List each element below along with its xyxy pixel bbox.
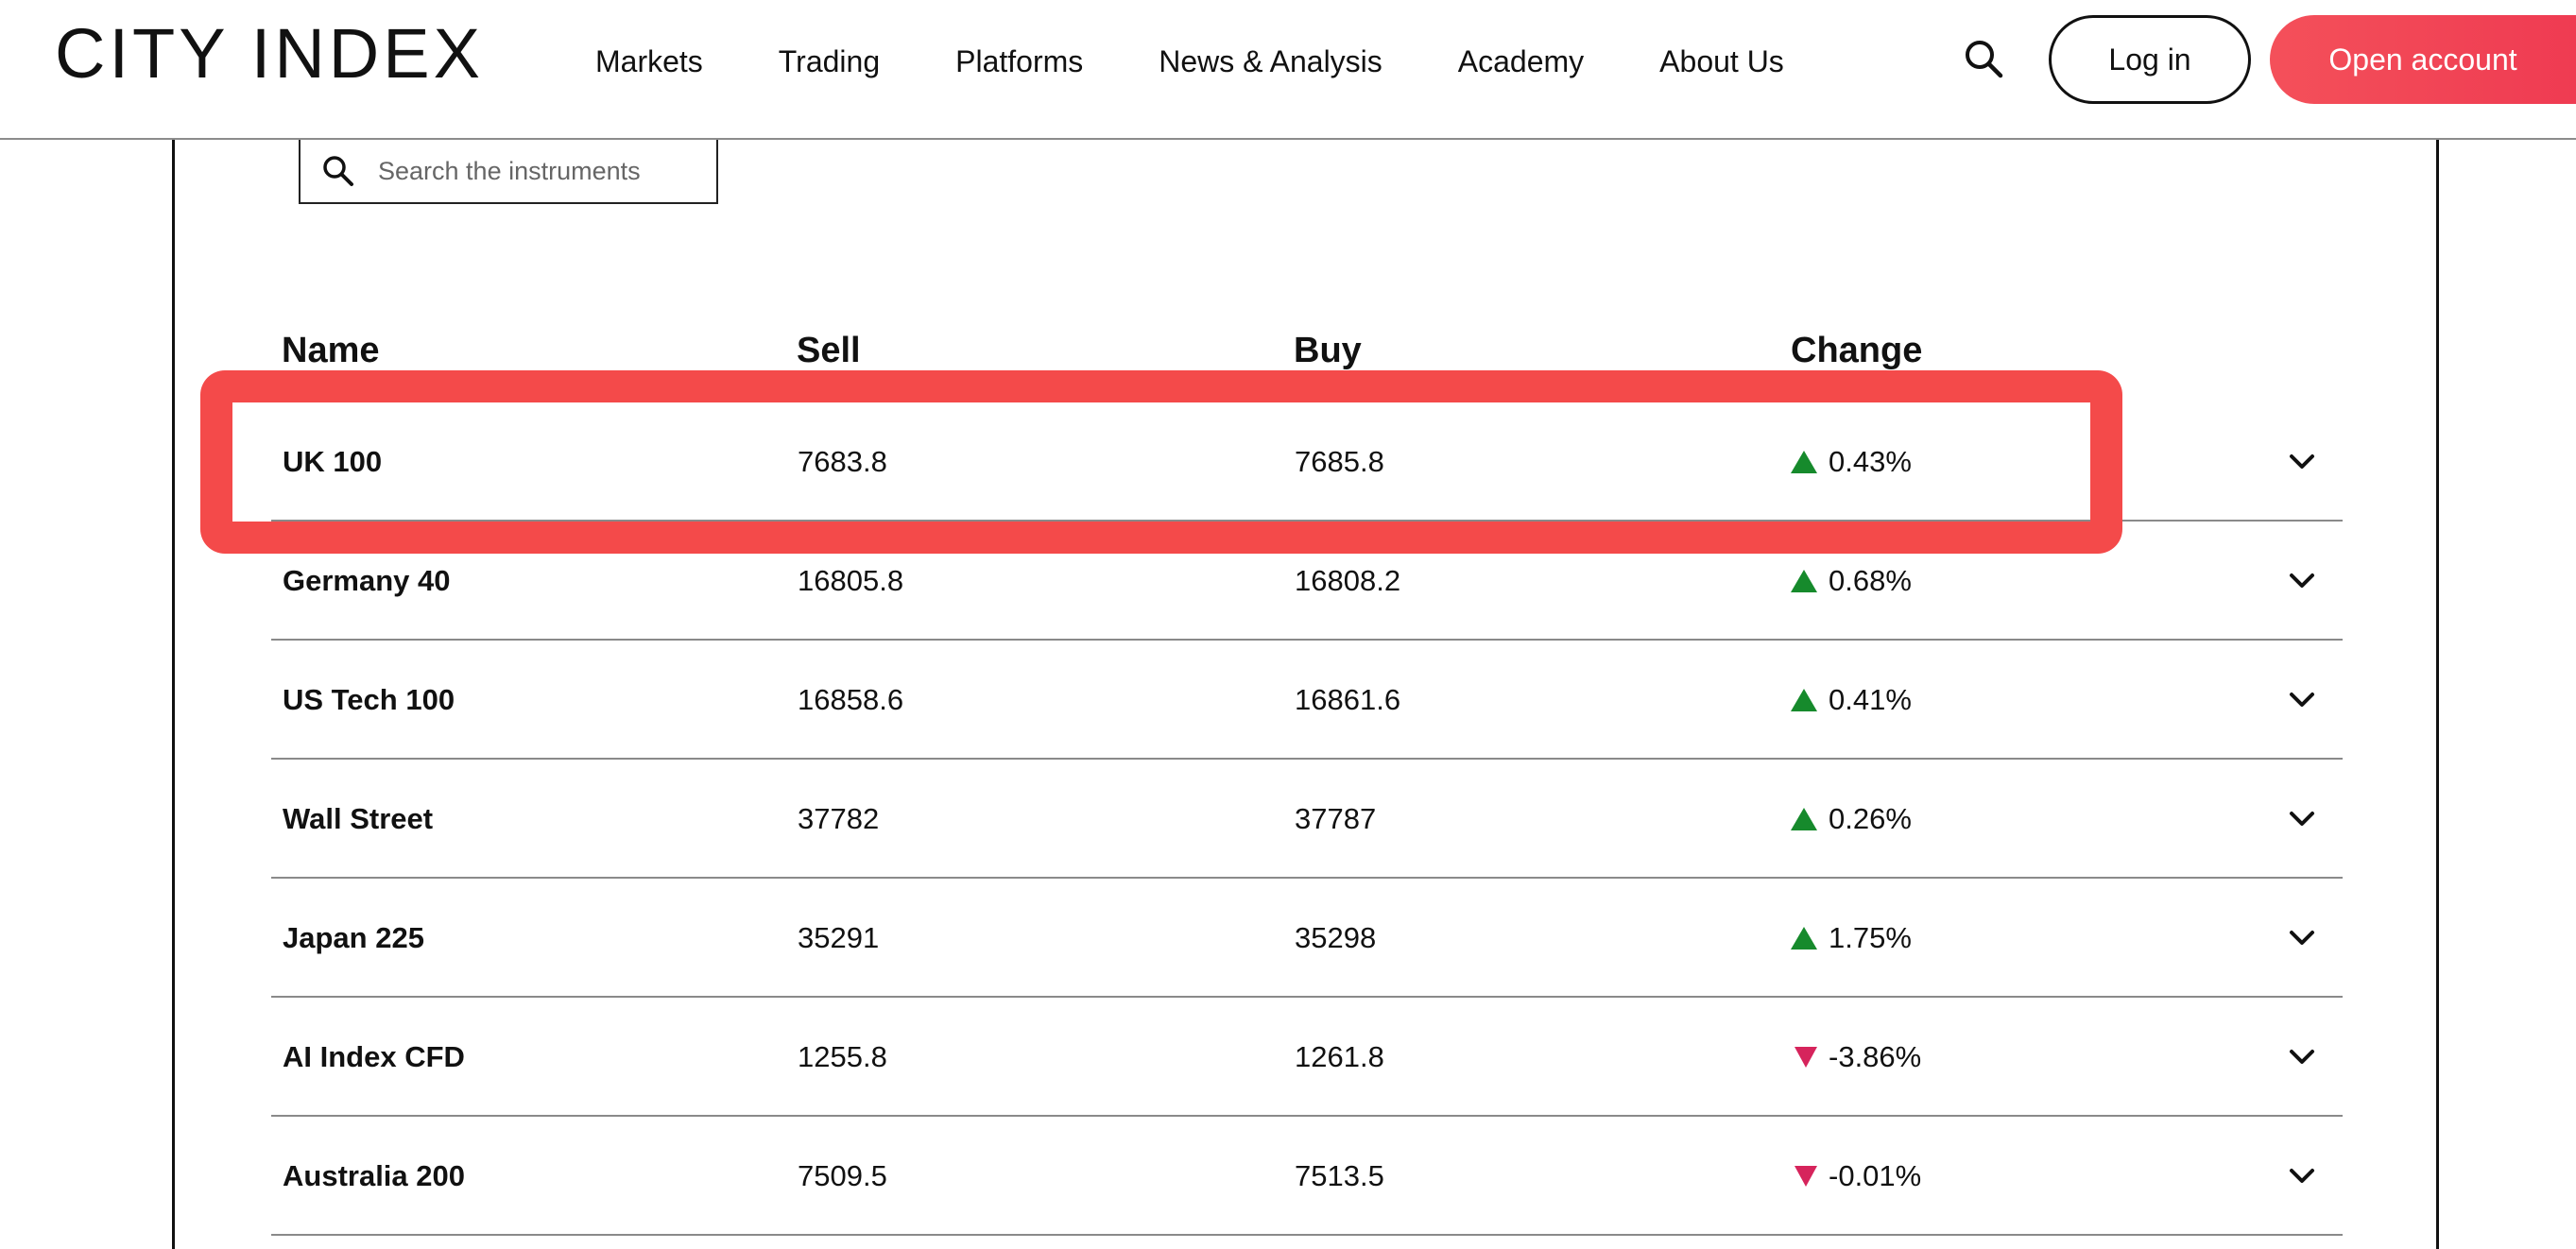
sell-price: 7683.8: [798, 445, 887, 478]
change-value: -3.86%: [1791, 998, 1921, 1117]
down-arrow-icon: [1795, 1047, 1817, 1068]
buy-price: 1261.8: [1295, 1040, 1384, 1073]
chevron-down-icon[interactable]: [2286, 1041, 2318, 1073]
down-arrow-icon: [1795, 1166, 1817, 1187]
sell-price: 16858.6: [798, 683, 904, 716]
buy-price: 7685.8: [1295, 445, 1384, 478]
table-row[interactable]: Japan 225 35291 35298 1.75%: [271, 879, 2343, 998]
nav-news-analysis[interactable]: News & Analysis: [1159, 44, 1382, 78]
up-arrow-icon: [1791, 570, 1817, 592]
buy-price: 35298: [1295, 921, 1377, 954]
open-account-button[interactable]: Open account: [2270, 15, 2576, 104]
table-row[interactable]: Wall Street 37782 37787 0.26%: [271, 760, 2343, 879]
change-percent: 0.41%: [1829, 683, 1912, 716]
chevron-down-icon[interactable]: [2286, 565, 2318, 597]
table-row[interactable]: AI Index CFD 1255.8 1261.8 -3.86%: [271, 998, 2343, 1117]
change-value: 0.43%: [1791, 402, 1912, 522]
chevron-down-icon[interactable]: [2286, 684, 2318, 716]
chevron-down-icon[interactable]: [2286, 803, 2318, 835]
instrument-name: UK 100: [283, 445, 383, 478]
instrument-name: Japan 225: [283, 921, 424, 954]
search-icon: [323, 156, 353, 186]
change-percent: -0.01%: [1829, 1159, 1922, 1192]
change-value: -0.01%: [1791, 1117, 1921, 1236]
change-percent: 0.43%: [1829, 445, 1912, 478]
up-arrow-icon: [1791, 927, 1817, 950]
buy-price: 7513.5: [1295, 1159, 1384, 1192]
instrument-name: Wall Street: [283, 802, 434, 835]
sell-price: 35291: [798, 921, 880, 954]
column-header-sell: Sell: [797, 331, 861, 370]
nav-trading[interactable]: Trading: [778, 44, 881, 78]
sell-price: 16805.8: [798, 564, 904, 597]
change-value: 0.41%: [1791, 641, 1912, 760]
instrument-name: US Tech 100: [283, 683, 455, 716]
instrument-search-input[interactable]: [376, 155, 697, 187]
nav-markets[interactable]: Markets: [595, 44, 703, 78]
change-percent: -3.86%: [1829, 1040, 1922, 1073]
sell-price: 1255.8: [798, 1040, 887, 1073]
change-value: 0.26%: [1791, 760, 1912, 879]
chevron-down-icon[interactable]: [2286, 922, 2318, 954]
buy-price: 16861.6: [1295, 683, 1401, 716]
change-value: 0.68%: [1791, 522, 1912, 641]
table-row[interactable]: UK 100 7683.8 7685.8 0.43%: [271, 402, 2343, 522]
change-value: 1.75%: [1791, 879, 1912, 998]
up-arrow-icon: [1791, 451, 1817, 473]
chevron-down-icon[interactable]: [2286, 1160, 2318, 1192]
nav-academy[interactable]: Academy: [1457, 44, 1585, 78]
search-icon[interactable]: [1961, 36, 2008, 83]
instrument-search-box: [299, 140, 718, 204]
column-header-buy: Buy: [1294, 331, 1362, 370]
content-frame-left-border: [172, 140, 175, 1249]
buy-price: 16808.2: [1295, 564, 1401, 597]
table-row[interactable]: US Tech 100 16858.6 16861.6 0.41%: [271, 641, 2343, 760]
column-header-name: Name: [282, 331, 380, 370]
change-percent: 0.68%: [1829, 564, 1912, 597]
instrument-name: Australia 200: [283, 1159, 465, 1192]
table-row[interactable]: Germany 40 16805.8 16808.2 0.68%: [271, 522, 2343, 641]
table-row[interactable]: Australia 200 7509.5 7513.5 -0.01%: [271, 1117, 2343, 1236]
main-nav: Markets Trading Platforms News & Analysi…: [595, 38, 1860, 85]
nav-about-us[interactable]: About Us: [1659, 44, 1784, 78]
change-percent: 1.75%: [1829, 921, 1912, 954]
city-index-logo[interactable]: CITY INDEX: [55, 14, 484, 93]
sell-price: 37782: [798, 802, 880, 835]
buy-price: 37787: [1295, 802, 1377, 835]
chevron-down-icon[interactable]: [2286, 446, 2318, 478]
sell-price: 7509.5: [798, 1159, 887, 1192]
content-frame-right-border: [2436, 140, 2439, 1249]
up-arrow-icon: [1791, 808, 1817, 830]
nav-platforms[interactable]: Platforms: [955, 44, 1084, 78]
instrument-name: AI Index CFD: [283, 1040, 465, 1073]
change-percent: 0.26%: [1829, 802, 1912, 835]
site-header: CITY INDEX Markets Trading Platforms New…: [0, 0, 2576, 140]
column-header-change: Change: [1791, 331, 1923, 370]
up-arrow-icon: [1791, 689, 1817, 711]
login-button[interactable]: Log in: [2049, 15, 2251, 104]
instrument-name: Germany 40: [283, 564, 451, 597]
